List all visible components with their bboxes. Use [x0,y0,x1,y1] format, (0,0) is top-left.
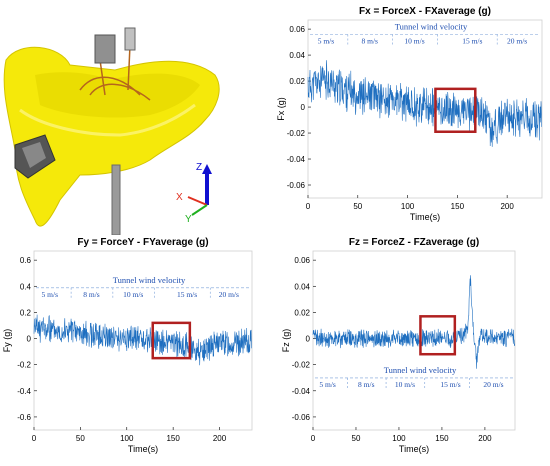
chart0-title: Fx = ForceX - FXaverage (g) [359,6,491,17]
chart0-band-label-4: 20 m/s [507,36,527,45]
chart0-series-0-line [307,60,542,147]
axis-y-label: Y [185,214,192,225]
chart0-ytick-label-0: 0.06 [289,25,305,34]
chart0-ytick-label-5: -0.04 [287,155,306,164]
chart2-band-label-3: 15 m/s [440,380,460,389]
wiring [79,44,151,101]
chart2-ytick-label-4: -0.02 [292,361,311,370]
chart2-xtick-label-3: 150 [435,434,449,443]
chart0-ytick-label-6: -0.06 [287,181,306,190]
chart1-xtick-label-3: 150 [166,434,180,443]
chart2-ytick-label-3: 0 [306,335,311,344]
chart1-xlabel: Time(s) [128,444,158,454]
chart0-band-label-3: 15 m/s [462,36,482,45]
axis-z-label: Z [196,162,202,173]
fz-chart: Fz = ForceZ - FZaverage (g) 0 50 100 150 200 0… [281,237,516,454]
chart0-ytick-label-1: 0.04 [289,51,305,60]
chart2-band-label-2: 10 m/s [395,380,415,389]
chart1-ytick-label-2: 0.2 [20,308,32,317]
chart0-xtick-label-2: 100 [401,202,415,211]
chart2-ytick-label-6: -0.06 [292,413,311,422]
chart1-xtick-label-2: 100 [120,434,134,443]
shell-cavity [35,72,200,118]
chart1-ytick-label-0: 0.6 [20,256,32,265]
chart2-band-label-0: 5 m/s [319,380,336,389]
chart2-series-0-line [312,275,515,369]
chart1-band-label-0: 5 m/s [42,290,59,299]
chart0-xtick-label-4: 200 [500,202,514,211]
chart2-xtick-label-2: 100 [392,434,406,443]
chart1-ytick-label-1: 0.4 [20,282,32,291]
chart2-title: Fz = ForceZ - FZaverage (g) [349,237,479,248]
device-body [3,27,220,235]
chart1-series-0-line [33,314,252,366]
chart0-ylabel: Fx (g) [276,97,286,121]
chart2-xlabel: Time(s) [399,444,429,454]
chart0-xtick-label-0: 0 [306,202,311,211]
chart0-band-label-0: 5 m/s [318,36,335,45]
chart1-ylabel: Fy (g) [2,329,12,353]
chart2-ytick-label-1: 0.04 [294,282,310,291]
fy-chart: Fy = ForceY - FYaverage (g) 0 50 100 150 200 0… [2,237,253,454]
chart1-ytick-label-4: -0.2 [17,361,31,370]
chart2-ytick-label-0: 0.06 [294,256,310,265]
chart1-band-label-4: 20 m/s [219,290,239,299]
chart0-xlabel: Time(s) [410,212,440,222]
sensor-device-photo: Z X Y [3,27,220,235]
fx-chart: Fx = ForceX - FXaverage (g) 0 50 100 150 200 0… [276,6,543,222]
chart0-ytick-label-3: 0 [301,103,306,112]
chart1-highlight-box [151,321,192,360]
chart2-band-title: Tunnel wind velocity [384,365,457,375]
chart1-ytick-label-6: -0.6 [17,413,31,422]
chart0-ytick-label-4: -0.02 [287,129,306,138]
chart1-ytick-label-3: 0 [27,335,32,344]
chart1-xtick-label-4: 200 [213,434,227,443]
chart1-band-title: Tunnel wind velocity [113,275,186,285]
chart1-title: Fy = ForceY - FYaverage (g) [77,237,208,248]
shell-highlight [19,103,196,137]
chart2-xtick-label-4: 200 [478,434,492,443]
chart2-xtick-label-1: 50 [352,434,361,443]
chart2-band-label-1: 8 m/s [358,380,375,389]
chart1-band-label-1: 8 m/s [83,290,100,299]
chart0-band-label-2: 10 m/s [404,36,424,45]
chart0-band-label-1: 8 m/s [362,36,379,45]
chart2-xtick-label-0: 0 [311,434,316,443]
electronics-board [94,34,116,64]
axis-x-label: X [176,192,183,203]
chart2-ytick-label-5: -0.04 [292,387,311,396]
chart1-band-label-3: 15 m/s [177,290,197,299]
sensor-module [124,27,136,51]
camera-lens [22,142,46,168]
mounting-post [111,164,121,235]
chart0-xtick-label-1: 50 [353,202,362,211]
chart1-band-label-2: 10 m/s [123,290,143,299]
chart2-ylabel: Fz (g) [281,329,291,353]
chart0-xtick-label-3: 150 [451,202,465,211]
chart2-highlight-box [419,315,457,356]
coordinate-axes: Z X Y [176,162,212,225]
chart1-xtick-label-1: 50 [76,434,85,443]
chart1-xtick-label-0: 0 [32,434,37,443]
chart0-band-title: Tunnel wind velocity [395,21,468,31]
chart1-ytick-label-5: -0.4 [17,387,31,396]
chart0-ytick-label-2: 0.02 [289,77,305,86]
chart0-highlight-box [434,87,477,133]
chart2-ytick-label-2: 0.02 [294,308,310,317]
chart2-band-label-4: 20 m/s [483,380,503,389]
